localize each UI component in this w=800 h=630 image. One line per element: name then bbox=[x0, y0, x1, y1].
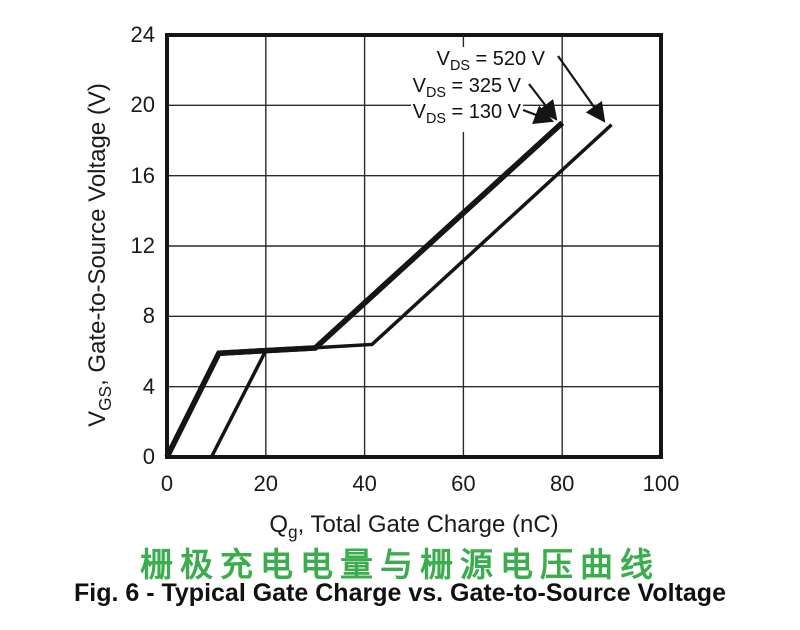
y-tick-label: 12 bbox=[130, 233, 155, 258]
annotation-vds-520: VDS = 520 V bbox=[434, 47, 547, 79]
annotation-arrow-130 bbox=[522, 105, 555, 125]
curve-vds-=-520-v bbox=[209, 123, 613, 458]
y-tick-label: 24 bbox=[130, 22, 155, 47]
x-tick-label: 100 bbox=[642, 471, 680, 496]
x-tick-label: 0 bbox=[160, 471, 174, 496]
y-axis-title-symbol: V bbox=[84, 410, 112, 427]
x-axis-title-symbol: Q bbox=[269, 511, 289, 538]
figure-title-english: Fig. 6 - Typical Gate Charge vs. Gate-to… bbox=[73, 579, 726, 607]
x-tick-label: 60 bbox=[451, 471, 476, 496]
figure-title-chinese: 栅极充电电量与栅源电压曲线 bbox=[140, 546, 660, 583]
x-axis-title: Qg, Total Gate Charge (nC) bbox=[167, 511, 661, 543]
y-tick-label: 0 bbox=[142, 444, 155, 469]
annotation-vds-130: VDS = 130 V bbox=[410, 100, 523, 132]
annotation-arrow-520 bbox=[557, 55, 606, 123]
x-axis-title-text: , Total Gate Charge (nC) bbox=[297, 511, 559, 538]
y-tick-label: 4 bbox=[142, 373, 155, 399]
x-tick-label: 80 bbox=[549, 471, 575, 496]
y-tick-label: 8 bbox=[142, 303, 155, 329]
y-tick-label: 16 bbox=[130, 162, 155, 188]
plot-frame bbox=[165, 33, 663, 459]
x-axis-title-subscript: g bbox=[288, 521, 298, 542]
x-tick-label: 40 bbox=[352, 471, 377, 496]
y-tick-label: 20 bbox=[130, 92, 155, 118]
x-tick-label: 20 bbox=[253, 471, 279, 496]
